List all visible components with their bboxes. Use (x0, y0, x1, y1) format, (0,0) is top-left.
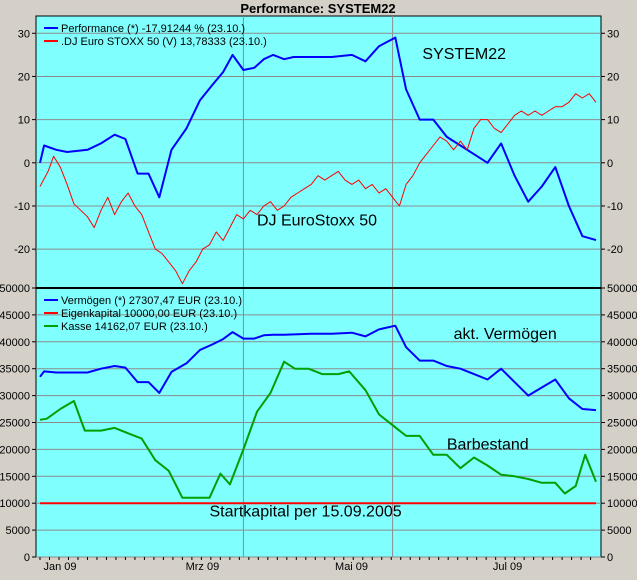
chart-title: Performance: SYSTEM22 (240, 1, 395, 16)
chart-annotation: akt. Vermögen (454, 326, 557, 343)
y-tick-label-right: 30000 (607, 391, 637, 403)
y-tick-label-left: 0 (24, 158, 30, 170)
y-tick-label-right: 20 (607, 71, 619, 83)
y-tick-label-right: 25000 (607, 418, 637, 430)
y-tick-label-right: 50000 (607, 283, 637, 295)
y-tick-label-left: -20 (14, 244, 30, 256)
chart-annotation: Startkapital per 15.09.2005 (210, 504, 402, 521)
y-tick-label-right: 20000 (607, 444, 637, 456)
x-tick-label: Jan 09 (43, 561, 76, 573)
legend-entry: Kasse 14162,07 EUR (23.10.) (61, 321, 208, 333)
y-tick-label-right: 15000 (607, 471, 637, 483)
y-tick-label-right: 30 (607, 28, 619, 40)
y-tick-label-right: 0 (607, 552, 613, 564)
series-line-2 (39, 360, 597, 499)
y-tick-label-right: 45000 (607, 310, 637, 322)
legend-entry: Performance (*) -17,91244 % (23.10.) (61, 23, 245, 35)
y-tick-label-right: 0 (607, 158, 613, 170)
y-tick-label-left: 25000 (0, 418, 30, 430)
series-line-1 (39, 93, 597, 285)
legend-entry: Vermögen (*) 27307,47 EUR (23.10.) (61, 295, 242, 307)
y-tick-label-right: 35000 (607, 364, 637, 376)
y-tick-label-left: -10 (14, 201, 30, 213)
legend-entry: Eigenkapital 10000,00 EUR (23.10.) (61, 308, 237, 320)
y-tick-label-left: 0 (24, 552, 30, 564)
x-tick-label: Mrz 09 (186, 561, 220, 573)
y-tick-label-right: 10000 (607, 498, 637, 510)
chart-annotation: Barbestand (447, 436, 529, 453)
y-tick-label-left: 50000 (0, 283, 30, 295)
y-tick-label-left: 10000 (0, 498, 30, 510)
series-line-0 (39, 324, 597, 412)
legend-entry: .DJ Euro STOXX 50 (V) 13,78333 (23.10.) (61, 36, 267, 48)
y-tick-label-left: 35000 (0, 364, 30, 376)
y-tick-label-right: 10 (607, 115, 619, 127)
y-tick-label-left: 10 (18, 115, 30, 127)
y-tick-label-left: 20000 (0, 444, 30, 456)
x-tick-label: Jul 09 (493, 561, 522, 573)
y-tick-label-right: 40000 (607, 337, 637, 349)
y-tick-label-left: 40000 (0, 337, 30, 349)
chart-annotation: SYSTEM22 (422, 46, 506, 63)
y-tick-label-left: 15000 (0, 471, 30, 483)
chart-annotation: DJ EuroStoxx 50 (257, 212, 377, 229)
y-tick-label-right: -20 (607, 244, 623, 256)
y-tick-label-left: 30000 (0, 391, 30, 403)
y-tick-label-left: 30 (18, 28, 30, 40)
series-line-0 (39, 36, 597, 242)
y-tick-label-left: 45000 (0, 310, 30, 322)
x-tick-label: Mai 09 (335, 561, 368, 573)
y-tick-label-right: -10 (607, 201, 623, 213)
y-tick-label-right: 5000 (607, 525, 631, 537)
y-tick-label-left: 20 (18, 71, 30, 83)
y-tick-label-left: 5000 (6, 525, 30, 537)
